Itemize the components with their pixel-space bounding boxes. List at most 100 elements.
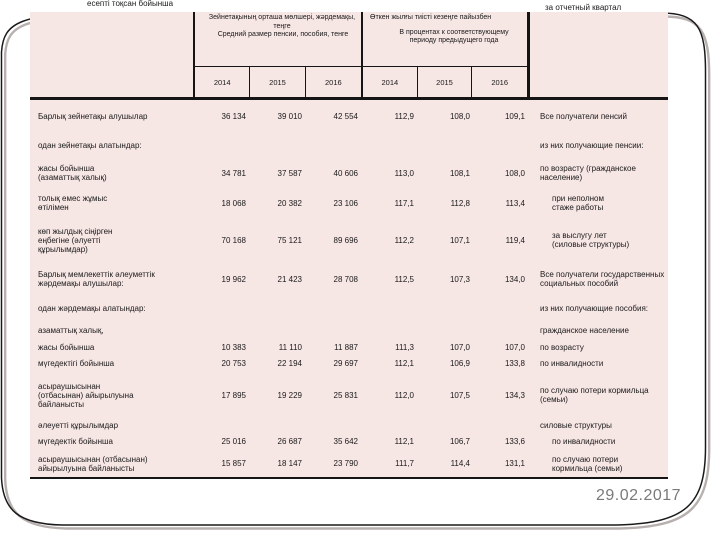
percent-2016: 109,1 xyxy=(504,111,525,121)
table-row: асыраушысынан (отбасынан) айырылуына бай… xyxy=(30,372,668,418)
row-label-kk: одан жәрдемақы алатындар: xyxy=(38,303,146,313)
row-label-ru: по возрасту (гражданское население) xyxy=(540,164,636,182)
header-group-average-size: Зейнетақының орташа мөлшері, жәрдемақы, … xyxy=(195,12,363,97)
amount-2015: 19 229 xyxy=(277,390,302,400)
amount-2015: 75 121 xyxy=(277,235,302,245)
amount-2016: 23 106 xyxy=(333,198,358,208)
amount-2014: 36 134 xyxy=(221,111,246,121)
percent-2014: 112,0 xyxy=(394,390,414,400)
group1-title: Зейнетақының орташа мөлшері, жәрдемақы, … xyxy=(195,12,361,67)
row-label-kk: асыраушысынан (отбасынан) айырылуына бай… xyxy=(38,381,134,409)
percent-2015: 108,0 xyxy=(449,111,470,121)
table-row: асыраушысынан (отбасынан) айырылуына бай… xyxy=(30,450,668,477)
year-header: 2014 xyxy=(363,67,418,97)
row-label-ru: по случаю потери кормильца (семьи) xyxy=(540,386,649,404)
row-label-kk: одан зейнетақы алатындар: xyxy=(38,140,142,150)
header-corner-cell xyxy=(30,12,195,97)
amount-2014: 25 016 xyxy=(221,436,246,446)
amount-2014: 70 168 xyxy=(221,235,246,245)
amount-2015: 22 194 xyxy=(277,359,302,368)
percent-2015: 107,1 xyxy=(449,235,470,245)
row-label-kk: асыраушысынан (отбасынан) айырылуына бай… xyxy=(38,454,148,473)
amount-2014: 17 895 xyxy=(221,390,246,400)
percent-2015: 108,1 xyxy=(449,168,470,178)
row-label-ru: за выслугу лет (силовые структуры) xyxy=(552,231,630,249)
group2-title-kk: Өткен жылғы тиісті кезеңге пайызбен xyxy=(370,14,492,21)
row-label-ru: Все получатели государственных социальны… xyxy=(540,270,665,288)
row-label-kk: Барлық мемлекеттік әлеуметтік жәрдемақы … xyxy=(38,270,155,288)
percent-2015: 107,5 xyxy=(449,390,470,400)
percent-2014: 112,5 xyxy=(394,274,414,284)
group1-title-ru: Средний размер пенсии, пособия, тенге xyxy=(217,31,349,38)
amount-2015: 20 382 xyxy=(277,198,302,208)
group2-years-row: 2014 2015 2016 xyxy=(363,67,527,97)
row-label-kk: жасы бойынша (азаматтық халық) xyxy=(38,164,107,182)
percent-2015: 107,0 xyxy=(449,343,470,352)
row-label-kk: әлеуетті құрылымдар xyxy=(38,420,119,430)
percent-2016: 107,0 xyxy=(504,343,525,352)
header-group-percent: Өткен жылғы тиісті кезеңге пайызбен В пр… xyxy=(363,12,530,97)
year-header: 2016 xyxy=(491,77,509,87)
percent-2015: 106,7 xyxy=(449,436,470,446)
row-label-ru: при неполном стаже работы xyxy=(552,194,604,212)
table-row: толық емес жұмыс өтілімен 18 068 20 382 … xyxy=(30,188,668,218)
percent-2014: 112,9 xyxy=(394,111,414,121)
percent-2016: 134,3 xyxy=(504,390,525,400)
table-row: Барлық мемлекеттік әлеуметтік жәрдемақы … xyxy=(30,262,668,296)
amount-2016: 23 790 xyxy=(333,459,358,468)
amount-2014: 19 962 xyxy=(221,274,246,284)
row-label-kk: көп жылдық сіңірген еңбегіне (әлуетті құ… xyxy=(38,226,113,254)
percent-2016: 134,0 xyxy=(504,274,525,284)
percent-2014: 117,1 xyxy=(394,198,414,208)
year-header: 2016 xyxy=(325,77,342,87)
table-row: Барлық зейнетақы алушылар 36 134 39 010 … xyxy=(30,100,668,132)
row-label-kk: толық емес жұмыс өтілімен xyxy=(38,194,108,212)
amount-2015: 39 010 xyxy=(277,111,302,121)
header-right-cell xyxy=(530,12,668,97)
row-label-kk: азаматтық халық, xyxy=(38,325,104,335)
year-header: 2015 xyxy=(250,67,306,97)
row-label-ru: по возрасту xyxy=(540,343,584,352)
percent-2015: 112,8 xyxy=(450,198,470,208)
amount-2016: 25 831 xyxy=(333,390,358,400)
table-body: Барлық зейнетақы алушылар 36 134 39 010 … xyxy=(30,100,668,479)
table-row: көп жылдық сіңірген еңбегіне (әлуетті құ… xyxy=(30,218,668,262)
row-label-kk: Барлық зейнетақы алушылар xyxy=(38,111,148,121)
table-row: мүгедектігі бойынша 20 753 22 194 29 697… xyxy=(30,355,668,372)
amount-2015: 21 423 xyxy=(277,274,302,284)
amount-2015: 18 147 xyxy=(277,459,302,468)
row-label-ru: по случаю потери кормильца (семьи) xyxy=(552,454,623,473)
row-label-ru: Все получатели пенсий xyxy=(540,111,627,121)
percent-2016: 119,4 xyxy=(505,235,525,245)
table-row: азаматтық халық, гражданское население xyxy=(30,320,668,340)
row-label-ru: из них получающие пенсии: xyxy=(540,140,644,150)
amount-2016: 28 708 xyxy=(333,274,358,284)
table-row: мүгедектік бойынша 25 016 26 687 35 642 … xyxy=(30,432,668,450)
percent-2014: 113,0 xyxy=(394,168,414,178)
row-label-ru: гражданское население xyxy=(540,325,629,335)
row-label-kk: мүгедектік бойынша xyxy=(38,436,113,446)
row-label-ru: по инвалидности xyxy=(552,436,616,446)
amount-2014: 18 068 xyxy=(221,198,246,208)
percent-2014: 112,1 xyxy=(394,436,414,446)
percent-2015: 114,4 xyxy=(450,459,470,468)
percent-2016: 108,0 xyxy=(504,168,525,178)
table-row: жасы бойынша (азаматтық халық) 34 781 37… xyxy=(30,158,668,188)
row-label-ru: из них получающие пособия: xyxy=(540,303,649,313)
amount-2016: 89 696 xyxy=(333,235,358,245)
group1-years-row: 2014 2015 2016 xyxy=(195,67,361,97)
amount-2016: 42 554 xyxy=(333,111,358,121)
amount-2015: 11 110 xyxy=(278,343,302,352)
group2-title-ru: В процентах к соответствующему периоду п… xyxy=(399,28,509,45)
percent-2016: 113,4 xyxy=(505,198,525,208)
percent-2016: 133,8 xyxy=(504,359,525,368)
group2-title: Өткен жылғы тиісті кезеңге пайызбен В пр… xyxy=(363,12,527,67)
reporting-quarter-note-ru: за отчетный квартал xyxy=(545,3,622,12)
year-header: 2015 xyxy=(418,67,473,97)
amount-2016: 35 642 xyxy=(333,436,358,446)
table-row: жасы бойынша 10 383 11 110 11 887 111,3 … xyxy=(30,340,668,355)
row-label-kk: мүгедектігі бойынша xyxy=(38,359,115,368)
percent-2015: 107,3 xyxy=(449,274,470,284)
percent-2015: 106,9 xyxy=(449,359,470,368)
